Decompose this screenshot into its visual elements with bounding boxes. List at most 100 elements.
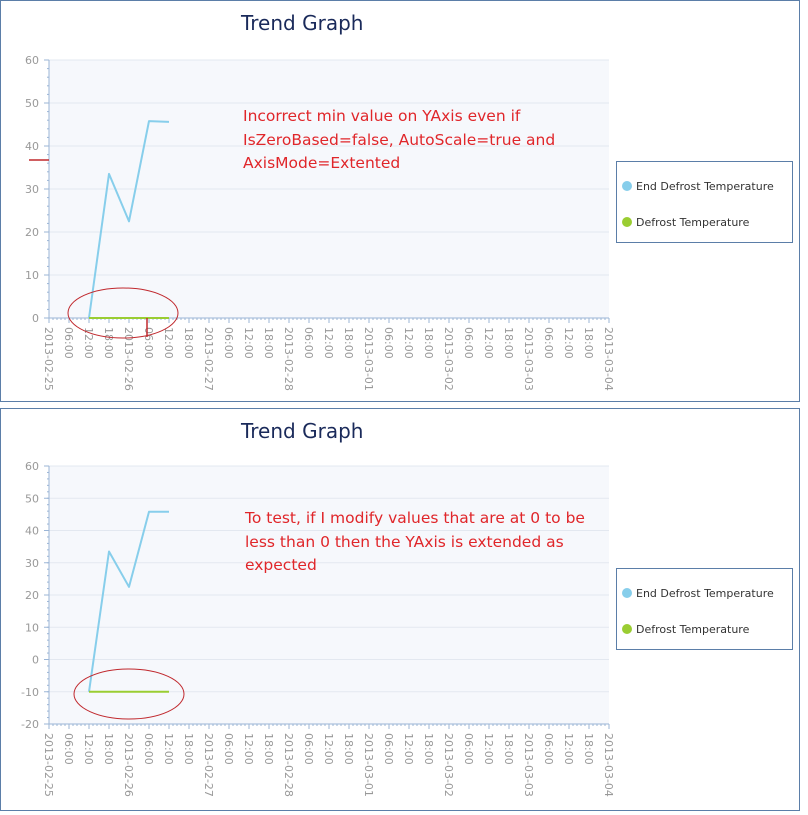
legend-item-end-defrost[interactable]: End Defrost Temperature: [622, 584, 774, 602]
x-tick-label: 2013-02-25: [42, 733, 55, 797]
legend-label: End Defrost Temperature: [636, 179, 774, 193]
legend-marker-icon: [622, 181, 632, 191]
highlight-ellipse: [73, 668, 185, 720]
x-tick-label: 18:00: [262, 733, 275, 765]
x-tick-label: 06:00: [302, 733, 315, 765]
x-tick-label: 06:00: [62, 327, 75, 359]
x-tick-label: 18:00: [422, 733, 435, 765]
legend-marker-icon: [622, 588, 632, 598]
x-tick-label: 2013-02-27: [202, 327, 215, 391]
x-tick-label: 2013-02-28: [282, 733, 295, 797]
x-tick-label: 06:00: [302, 327, 315, 359]
y-tick-label: 50: [25, 97, 39, 110]
x-tick-label: 18:00: [582, 327, 595, 359]
x-tick-label: 2013-02-26: [122, 327, 135, 391]
annotation-note: Incorrect min value on YAxis even if IsZ…: [243, 105, 555, 176]
legend-label: End Defrost Temperature: [636, 586, 774, 600]
chart-svg-top: 0 10 20 30 40 50 60 2013-02-25 06:00 12:00 18:00 20…: [25, 54, 615, 391]
chart-panel-bottom: -20 -10 0 10 20 30 40 50 60 2013-02-25 06:00 12:00 1…: [0, 408, 800, 811]
x-tick-label: 18:00: [262, 327, 275, 359]
annotation-line: less than 0 then the YAxis is extended a…: [245, 532, 564, 551]
x-tick-label: 06:00: [542, 733, 555, 765]
x-tick-label: 06:00: [542, 327, 555, 359]
x-tick-label: 12:00: [482, 327, 495, 359]
x-tick-label: 2013-03-02: [442, 733, 455, 797]
annotation-line: AxisMode=Extented: [243, 154, 401, 172]
x-tick-label: 12:00: [242, 733, 255, 765]
legend-marker-icon: [622, 624, 632, 634]
highlight-ellipse: [67, 287, 179, 339]
y-tick-label: 10: [25, 621, 39, 634]
legend-label: Defrost Temperature: [636, 215, 750, 229]
x-tick-label: 2013-03-01: [362, 327, 375, 391]
x-tick-label: 18:00: [102, 327, 115, 359]
y-tick-label: 20: [25, 226, 39, 239]
annotation-line: To test, if I modify values that are at …: [245, 509, 585, 527]
x-tick-label: 12:00: [322, 327, 335, 359]
legend-item-defrost[interactable]: Defrost Temperature: [622, 620, 749, 638]
x-tick-label: 2013-02-27: [202, 733, 215, 797]
x-tick-label: 06:00: [142, 733, 155, 765]
x-tick-label: 12:00: [562, 327, 575, 359]
y-tick-label: 30: [25, 557, 39, 570]
x-tick-label: 18:00: [502, 733, 515, 765]
y-tick-label: 20: [25, 589, 39, 602]
x-tick-label: 12:00: [402, 327, 415, 359]
y-tick-label: 10: [25, 269, 39, 282]
x-tick-label: 2013-02-25: [42, 327, 55, 391]
x-tick-label: 06:00: [222, 733, 235, 765]
x-tick-label: 2013-03-03: [522, 733, 535, 797]
y-tick-label: 0: [32, 312, 39, 325]
y-tick-label: 60: [25, 460, 39, 473]
y-tick-label: 30: [25, 183, 39, 196]
y-tick-label: 0: [32, 654, 39, 667]
legend-item-end-defrost[interactable]: End Defrost Temperature: [622, 177, 774, 195]
x-tick-label: 18:00: [582, 733, 595, 765]
x-tick-label: 12:00: [482, 733, 495, 765]
annotation-note: To test, if I modify values that are at …: [245, 507, 585, 578]
y-tick-label: 60: [25, 54, 39, 67]
x-tick-label: 12:00: [82, 327, 95, 359]
x-tick-label: 12:00: [562, 733, 575, 765]
annotation-line: IsZeroBased=false, AutoScale=true and: [243, 130, 556, 149]
x-tick-label: 12:00: [402, 733, 415, 765]
x-tick-label: 18:00: [102, 733, 115, 765]
series-line-end-defrost: [88, 120, 170, 319]
x-tick-label: 18:00: [342, 733, 355, 765]
x-tick-label: 06:00: [382, 733, 395, 765]
x-tick-label: 2013-03-01: [362, 733, 375, 797]
legend-marker-icon: [622, 217, 632, 227]
chart-title: Trend Graph: [241, 11, 364, 35]
x-tick-label: 18:00: [342, 327, 355, 359]
x-tick-label: 2013-02-28: [282, 327, 295, 391]
legend: End Defrost Temperature Defrost Temperat…: [616, 568, 793, 650]
legend-item-defrost[interactable]: Defrost Temperature: [622, 213, 749, 231]
legend-label: Defrost Temperature: [636, 622, 750, 636]
x-tick-label: 18:00: [182, 327, 195, 359]
y-tick-label: 50: [25, 492, 39, 505]
x-tick-label: 18:00: [422, 327, 435, 359]
annotation-line: Incorrect min value on YAxis even if: [243, 107, 521, 125]
y-tick-label: -10: [21, 686, 39, 699]
chart-panel-top: 0 10 20 30 40 50 60 2013-02-25 06:00 12:00 18:00 20…: [0, 0, 800, 402]
x-tick-label: 12:00: [162, 327, 175, 359]
x-tick-label: 12:00: [162, 733, 175, 765]
x-tick-label: 12:00: [242, 327, 255, 359]
y-tick-label: 40: [25, 525, 39, 538]
x-tick-label: 2013-03-04: [602, 327, 615, 391]
x-tick-label: 06:00: [142, 327, 155, 359]
y-tick-label: 40: [25, 140, 39, 153]
x-tick-label: 2013-03-02: [442, 327, 455, 391]
x-tick-label: 2013-03-03: [522, 327, 535, 391]
legend: End Defrost Temperature Defrost Temperat…: [616, 161, 793, 243]
x-tick-label: 18:00: [502, 327, 515, 359]
x-tick-label: 06:00: [222, 327, 235, 359]
chart-svg-bottom: -20 -10 0 10 20 30 40 50 60 2013-02-25 06:00 12:00 1…: [21, 460, 615, 797]
annotation-line: expected: [245, 556, 317, 574]
x-tick-label: 18:00: [182, 733, 195, 765]
x-tick-label: 12:00: [82, 733, 95, 765]
series-line-end-defrost: [88, 510, 169, 692]
x-tick-label: 12:00: [322, 733, 335, 765]
x-tick-label: 06:00: [382, 327, 395, 359]
x-tick-label: 2013-02-26: [122, 733, 135, 797]
